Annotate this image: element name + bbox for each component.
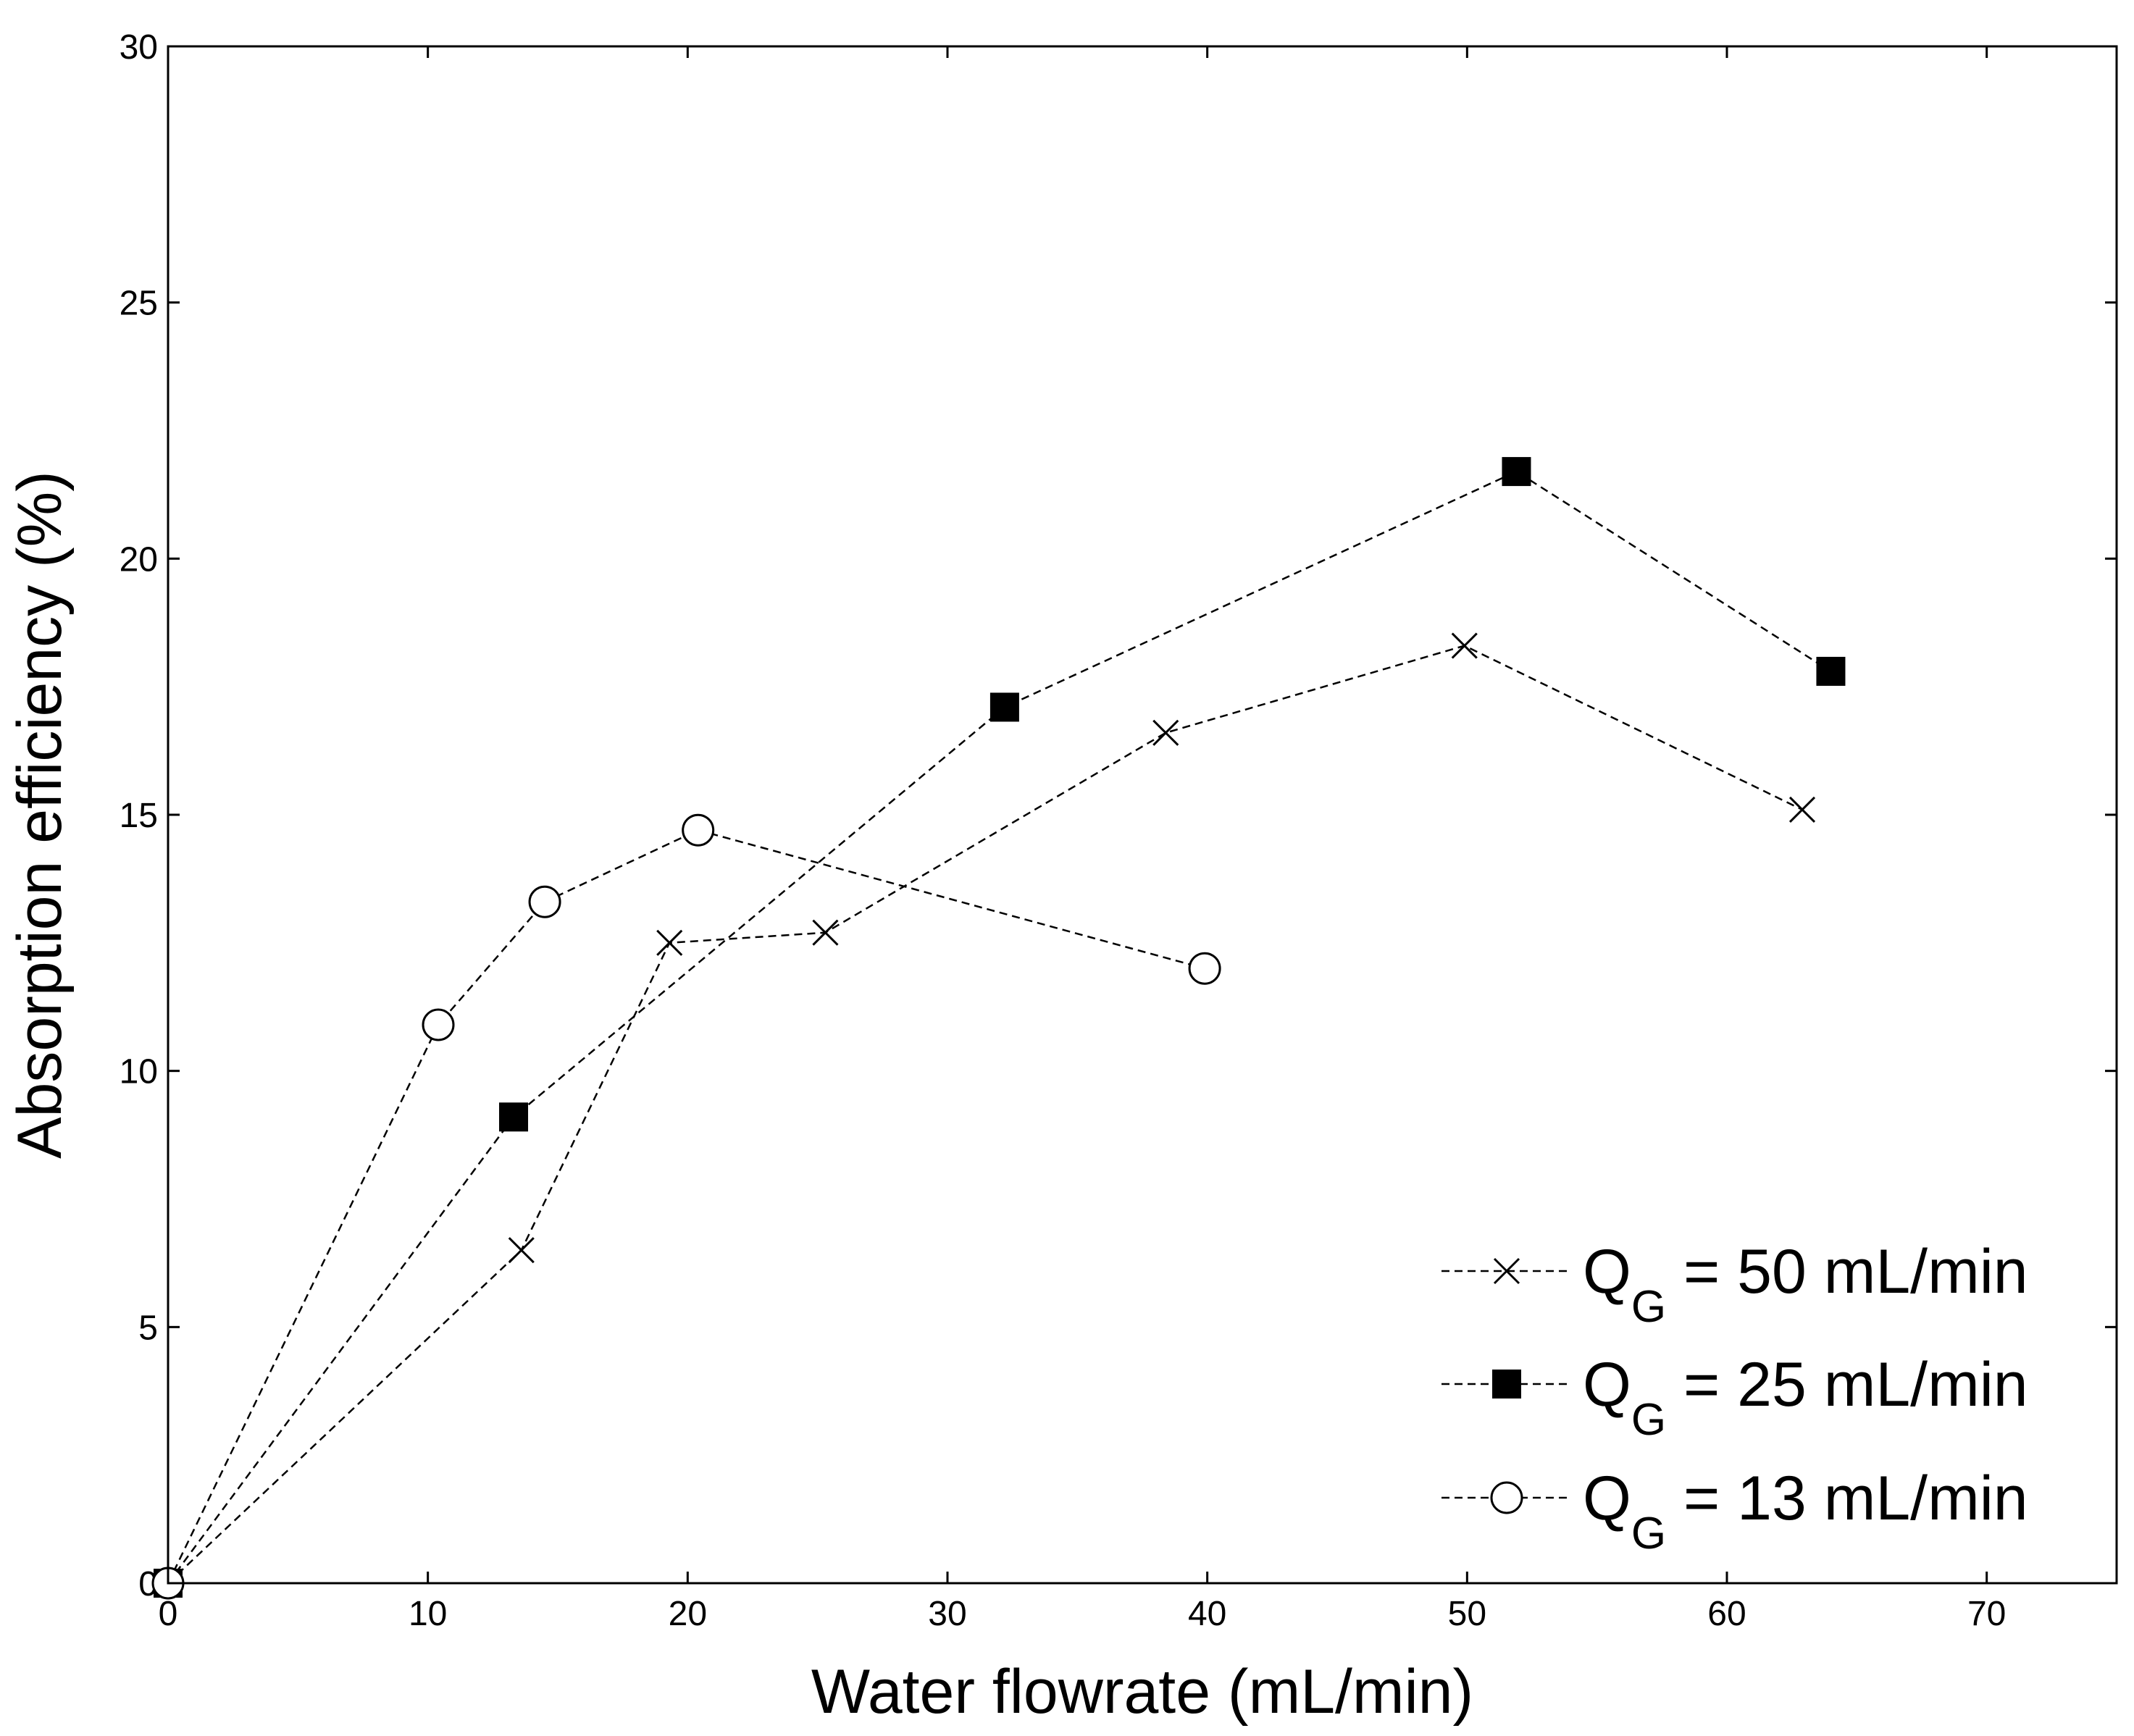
y-tick-label: 5	[138, 1309, 158, 1347]
data-point	[528, 885, 561, 918]
marker-stroke	[812, 919, 839, 946]
marker-stroke	[508, 1237, 535, 1264]
legend-marker	[1493, 1257, 1520, 1285]
y-axis-title: Absorption efficiency (%)	[5, 471, 75, 1159]
legend-marker	[1492, 1370, 1521, 1399]
x-tick-label: 40	[1188, 1595, 1226, 1633]
x-axis-title: Water flowrate (mL/min)	[811, 1657, 1473, 1727]
data-point	[989, 692, 1019, 722]
y-tick-label: 10	[120, 1053, 158, 1091]
data-point	[1152, 719, 1179, 746]
x-tick-label: 60	[1707, 1595, 1746, 1633]
data-point	[1816, 656, 1846, 686]
legend-label: QG = 25 mL/min	[1583, 1350, 2028, 1445]
data-point	[1788, 796, 1816, 823]
marker-stroke	[656, 929, 683, 956]
legend-entry-2: QG = 13 mL/min	[1442, 1464, 2028, 1559]
x-tick-label: 10	[409, 1595, 447, 1633]
data-point	[1188, 952, 1221, 985]
data-point	[1451, 632, 1478, 659]
series-0	[154, 632, 1816, 1597]
marker-stroke	[1152, 719, 1179, 746]
data-point	[508, 1237, 535, 1264]
x-tick-label: 50	[1448, 1595, 1486, 1633]
y-tick-label: 30	[120, 28, 158, 67]
x-tick-label: 0	[159, 1595, 178, 1633]
data-point	[499, 1102, 529, 1132]
x-tick-label: 30	[928, 1595, 966, 1633]
data-point	[656, 929, 683, 956]
legend: QG = 50 mL/min QG = 25 mL/min QG = 13 mL/m…	[1442, 1237, 2028, 1559]
data-point	[682, 813, 715, 847]
y-tick-label: 20	[120, 540, 158, 579]
legend-label: QG = 50 mL/min	[1583, 1237, 2028, 1332]
data-point	[812, 919, 839, 946]
marker-stroke	[1493, 1257, 1520, 1285]
legend-marker	[1490, 1481, 1523, 1514]
x-tick-label: 20	[669, 1595, 707, 1633]
marker-stroke	[1788, 796, 1816, 823]
data-point	[1502, 457, 1531, 487]
legend-entry-0: QG = 50 mL/min	[1442, 1237, 2028, 1332]
marker-stroke	[1451, 632, 1478, 659]
y-tick-label: 25	[120, 285, 158, 323]
data-point	[422, 1008, 455, 1041]
legend-label: QG = 13 mL/min	[1583, 1464, 2028, 1559]
y-tick-label: 15	[120, 797, 158, 835]
plot-frame	[167, 45, 2118, 1585]
series-2	[151, 813, 1221, 1600]
x-tick-label: 70	[1967, 1595, 2006, 1633]
legend-entry-1: QG = 25 mL/min	[1442, 1350, 2028, 1445]
